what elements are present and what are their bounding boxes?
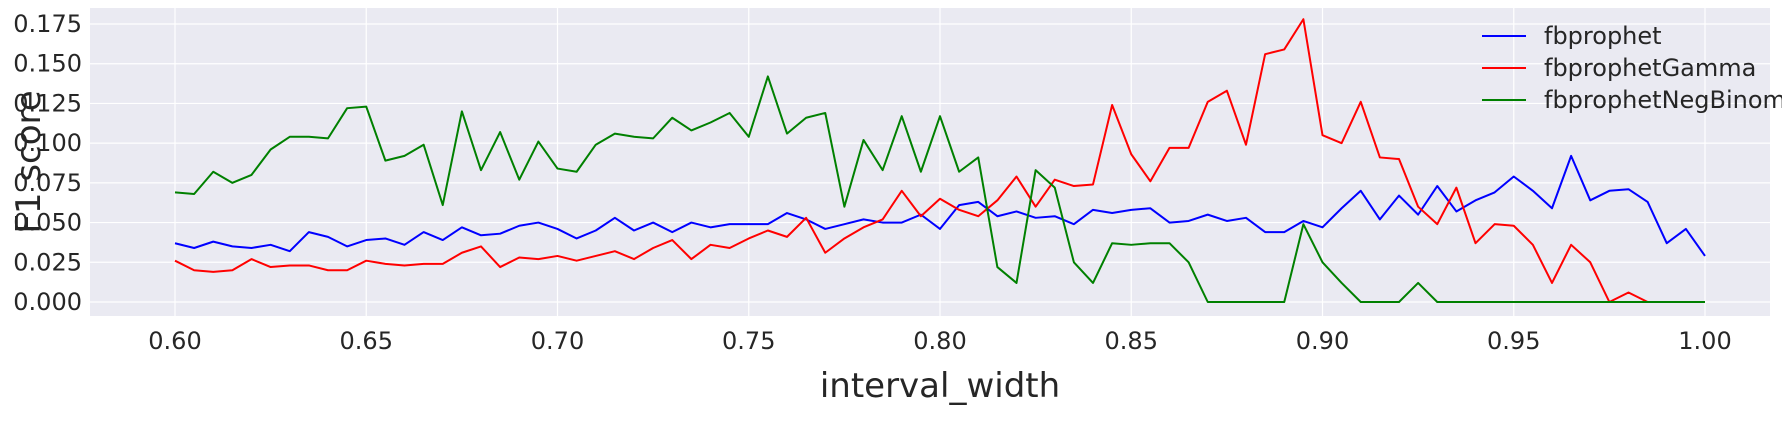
series-line-fbprophet <box>174 154 1706 257</box>
y-tick-labels: 0.000 0.025 0.050 0.075 0.100 0.125 0.150 0.175 <box>13 10 82 316</box>
series-line-fbprophetNegBinomial <box>174 75 1705 303</box>
legend-label: fbprophet <box>1544 22 1662 50</box>
x-tick-label: 0.90 <box>1296 327 1349 355</box>
x-tick-label: 0.85 <box>1105 327 1158 355</box>
y-tick-label: 0.150 <box>13 50 82 78</box>
x-tick-label: 0.65 <box>340 327 393 355</box>
y-tick-label: 0.050 <box>13 209 82 237</box>
y-tick-label: 0.100 <box>13 129 82 157</box>
x-tick-label: 0.60 <box>148 327 201 355</box>
series-fbprophetNegBinomial <box>174 75 1705 303</box>
x-tick-label: 0.75 <box>722 327 775 355</box>
y-tick-label: 0.125 <box>13 89 82 117</box>
legend-label: fbprophetNegBinomial <box>1544 86 1782 114</box>
y-axis-label: F1 score <box>9 90 49 233</box>
x-tick-label: 0.70 <box>531 327 584 355</box>
series-lines <box>174 18 1706 303</box>
series-fbprophet <box>174 154 1706 257</box>
y-tick-label: 0.175 <box>13 10 82 38</box>
x-axis-label: interval_width <box>820 366 1060 406</box>
y-tick-label: 0.075 <box>13 169 82 197</box>
legend: fbprophet fbprophetGamma fbprophetNegBinom… <box>1482 22 1782 114</box>
x-tick-labels: 0.60 0.65 0.70 0.75 0.80 0.85 0.90 0.95 1.00 <box>148 327 1731 355</box>
legend-label: fbprophetGamma <box>1544 54 1756 82</box>
y-tick-label: 0.000 <box>13 288 82 316</box>
x-tick-label: 0.95 <box>1487 327 1540 355</box>
x-tick-label: 0.80 <box>913 327 966 355</box>
y-tick-label: 0.025 <box>13 248 82 276</box>
series-line-fbprophetGamma <box>174 18 1705 303</box>
x-tick-label: 1.00 <box>1678 327 1731 355</box>
plot-area <box>90 8 1770 316</box>
series-fbprophetGamma <box>174 18 1705 303</box>
